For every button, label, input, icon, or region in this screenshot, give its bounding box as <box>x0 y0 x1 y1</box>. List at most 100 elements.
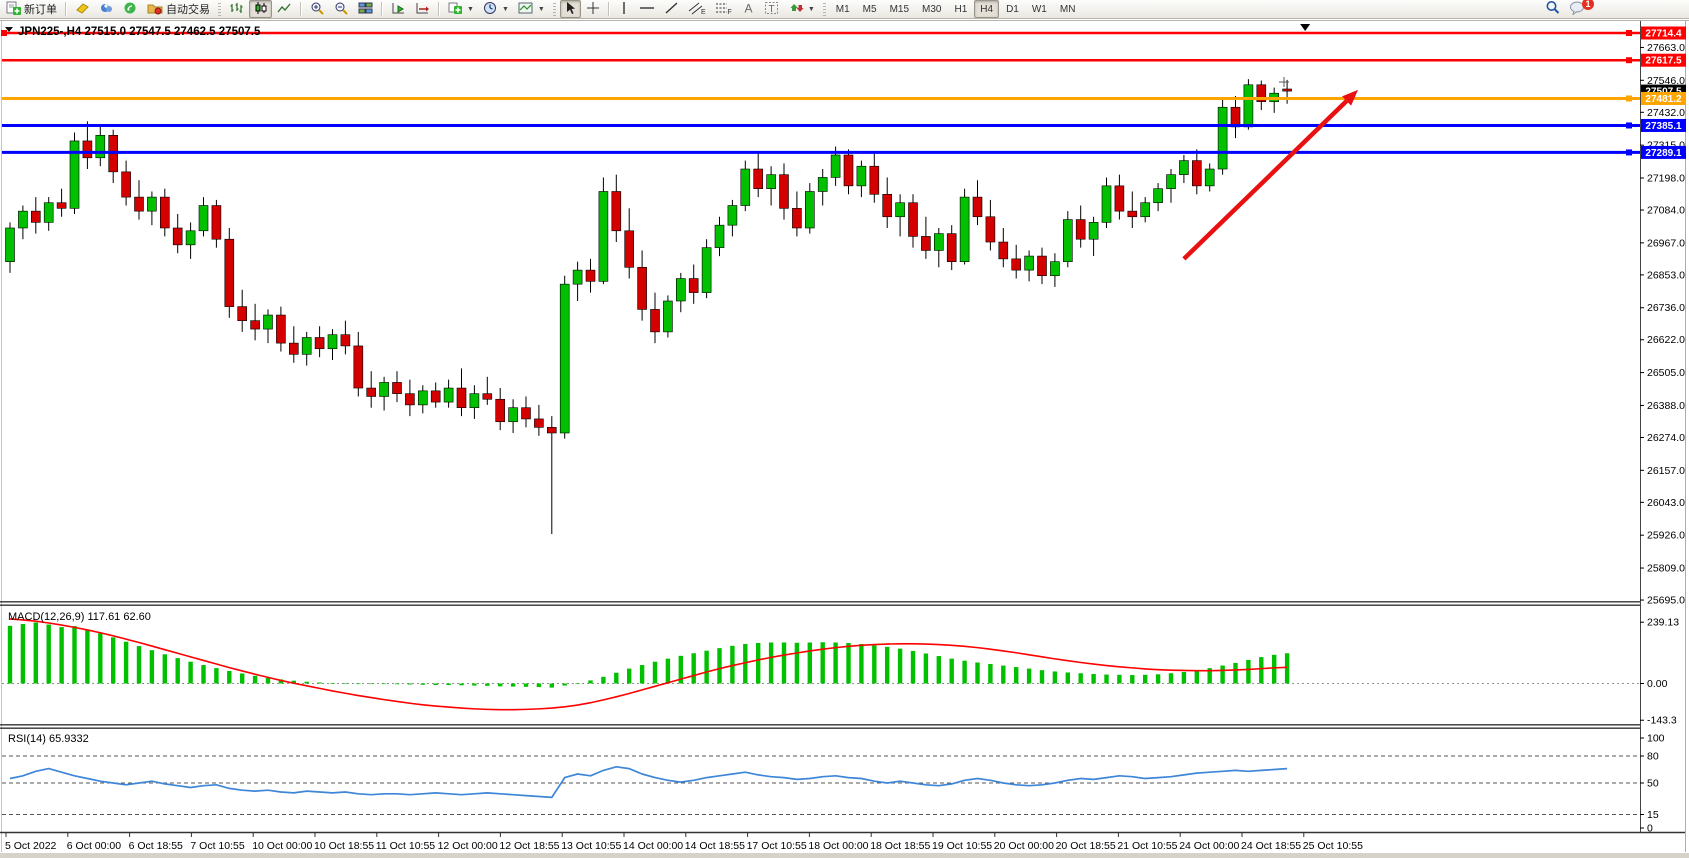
arrow-object[interactable] <box>1182 89 1359 261</box>
time-tick-label: 20 Oct 00:00 <box>994 840 1054 852</box>
text-label-icon: T <box>764 1 779 18</box>
hline-anchor[interactable] <box>1626 30 1632 36</box>
search-button[interactable] <box>1541 0 1564 18</box>
equidistant-channel-button[interactable]: E <box>684 0 710 18</box>
hline-anchor[interactable] <box>1 30 7 36</box>
price-tick-label: 26622.0 <box>1647 334 1685 346</box>
timeframe-m30-button[interactable]: M30 <box>922 3 942 15</box>
bar-chart-button[interactable] <box>225 0 248 18</box>
notification-badge: 1 <box>1582 0 1594 10</box>
zoom-in-icon <box>310 1 325 18</box>
price-tag-label: 27385.1 <box>1645 121 1682 132</box>
rsi-level-label: 100 <box>1647 733 1665 745</box>
price-tick-label: 27432.0 <box>1647 107 1685 119</box>
horizontal-line-button[interactable] <box>635 0 659 18</box>
text-label-button[interactable]: T <box>760 0 783 18</box>
toolbar-drag-handle[interactable] <box>552 2 556 16</box>
tile-windows-button[interactable] <box>354 0 377 18</box>
metaeditor-button[interactable] <box>71 0 94 18</box>
cursor-button[interactable] <box>559 0 581 18</box>
vertical-line-icon <box>618 1 630 18</box>
vertical-line-button[interactable] <box>614 0 634 18</box>
timeframe-m5-button[interactable]: M5 <box>862 3 877 15</box>
time-tick-label: 12 Oct 18:55 <box>499 840 559 852</box>
zoom-out-icon <box>334 1 349 18</box>
toolbar-drag-handle[interactable] <box>822 2 826 16</box>
main-toolbar: 新订单 自动交易 <box>0 0 1689 19</box>
time-tick-label: 12 Oct 00:00 <box>438 840 498 852</box>
candlestick-chart-button[interactable] <box>249 0 272 18</box>
candles <box>5 79 1292 535</box>
signals-icon <box>123 1 138 18</box>
chart-header: JPN225-,H4 27515.0 27547.5 27462.5 27507… <box>5 24 1311 38</box>
time-tick-label: 18 Oct 00:00 <box>808 840 868 852</box>
zoom-in-button[interactable] <box>306 0 329 18</box>
hline-anchor[interactable] <box>1626 95 1632 102</box>
timeframe-m1-button[interactable]: M1 <box>835 3 850 15</box>
search-icon <box>1545 0 1560 18</box>
metaeditor-icon <box>75 1 90 18</box>
price-tick-label: 27084.0 <box>1647 205 1685 217</box>
price-tick-label: 26043.0 <box>1647 497 1685 509</box>
notifications-button[interactable]: 1 <box>1565 0 1594 18</box>
price-tag <box>1641 91 1686 105</box>
macd-tick-label: 0.00 <box>1647 678 1668 690</box>
one-click-trading-arrow-icon[interactable] <box>5 27 13 32</box>
time-tick-label: 14 Oct 00:00 <box>623 840 683 852</box>
zoom-out-button[interactable] <box>330 0 353 18</box>
timeframe-d1-button[interactable]: D1 <box>1006 3 1019 15</box>
signals-button[interactable] <box>119 0 142 18</box>
timeframe-h4-button[interactable]: H4 <box>974 0 1000 18</box>
auto-scroll-button[interactable] <box>387 0 410 18</box>
text-button[interactable]: A <box>738 0 759 18</box>
price-tick-label: 27198.0 <box>1647 173 1685 185</box>
line-chart-button[interactable] <box>273 0 296 18</box>
hline-anchor[interactable] <box>1626 149 1632 156</box>
svg-text:T: T <box>768 4 774 15</box>
price-tag <box>1641 118 1686 132</box>
templates-button[interactable]: ▼ <box>514 0 549 18</box>
arrows-button[interactable]: ▼ <box>784 0 819 18</box>
autotrading-icon <box>147 1 163 18</box>
trendline-button[interactable] <box>660 0 683 18</box>
new-order-label: 新订单 <box>24 4 57 16</box>
templates-caret-icon: ▼ <box>537 5 545 13</box>
price-axis[interactable]: 27663.027546.027432.027315.027198.027084… <box>1640 21 1686 832</box>
tile-windows-icon <box>358 1 373 18</box>
time-tick-label: 7 Oct 10:55 <box>190 840 244 852</box>
time-tick-label: 25 Oct 10:55 <box>1303 840 1363 852</box>
autotrading-button[interactable]: 自动交易 <box>143 0 214 18</box>
fibonacci-button[interactable]: F <box>711 0 737 18</box>
new-order-button[interactable]: 新订单 <box>2 0 61 18</box>
price-tick-label: 26853.0 <box>1647 269 1685 281</box>
autotrading-label: 自动交易 <box>166 4 210 16</box>
timeframe-mn-button[interactable]: MN <box>1059 3 1076 15</box>
time-tick-label: 21 Oct 10:55 <box>1117 840 1177 852</box>
price-tick-label: 26736.0 <box>1647 302 1685 314</box>
window-bottom-edge <box>0 853 1689 858</box>
hline-anchor[interactable] <box>1626 57 1632 64</box>
new-order-icon <box>6 1 21 18</box>
timeframe-m15-button[interactable]: M15 <box>889 3 910 15</box>
chart-shift-button[interactable] <box>411 0 434 18</box>
time-tick-label: 18 Oct 18:55 <box>870 840 930 852</box>
timeframe-w1-button[interactable]: W1 <box>1031 3 1047 15</box>
time-tick-label: 14 Oct 18:55 <box>685 840 745 852</box>
hline-objects[interactable] <box>1 30 1640 156</box>
indicators-button[interactable]: ▼ <box>444 0 478 18</box>
cursor-icon <box>564 1 577 18</box>
arrows-icon <box>788 1 804 18</box>
timeframe-h1-button[interactable]: H1 <box>954 3 968 15</box>
crosshair-button[interactable] <box>582 0 604 18</box>
hline-anchor[interactable] <box>1626 122 1632 129</box>
time-axis[interactable]: 5 Oct 2022 6 Oct 00:00 6 Oct 18:55 7 Oct 10… <box>0 831 1685 853</box>
periods-button[interactable]: ▼ <box>479 0 513 18</box>
macd-tick-label: -143.3 <box>1647 715 1677 727</box>
community-button[interactable] <box>95 0 118 18</box>
time-tick-label: 24 Oct 18:55 <box>1241 840 1301 852</box>
price-tag-label: 27289.1 <box>1645 148 1682 159</box>
svg-text:A: A <box>744 1 752 15</box>
toolbar-drag-handle[interactable] <box>218 2 221 16</box>
